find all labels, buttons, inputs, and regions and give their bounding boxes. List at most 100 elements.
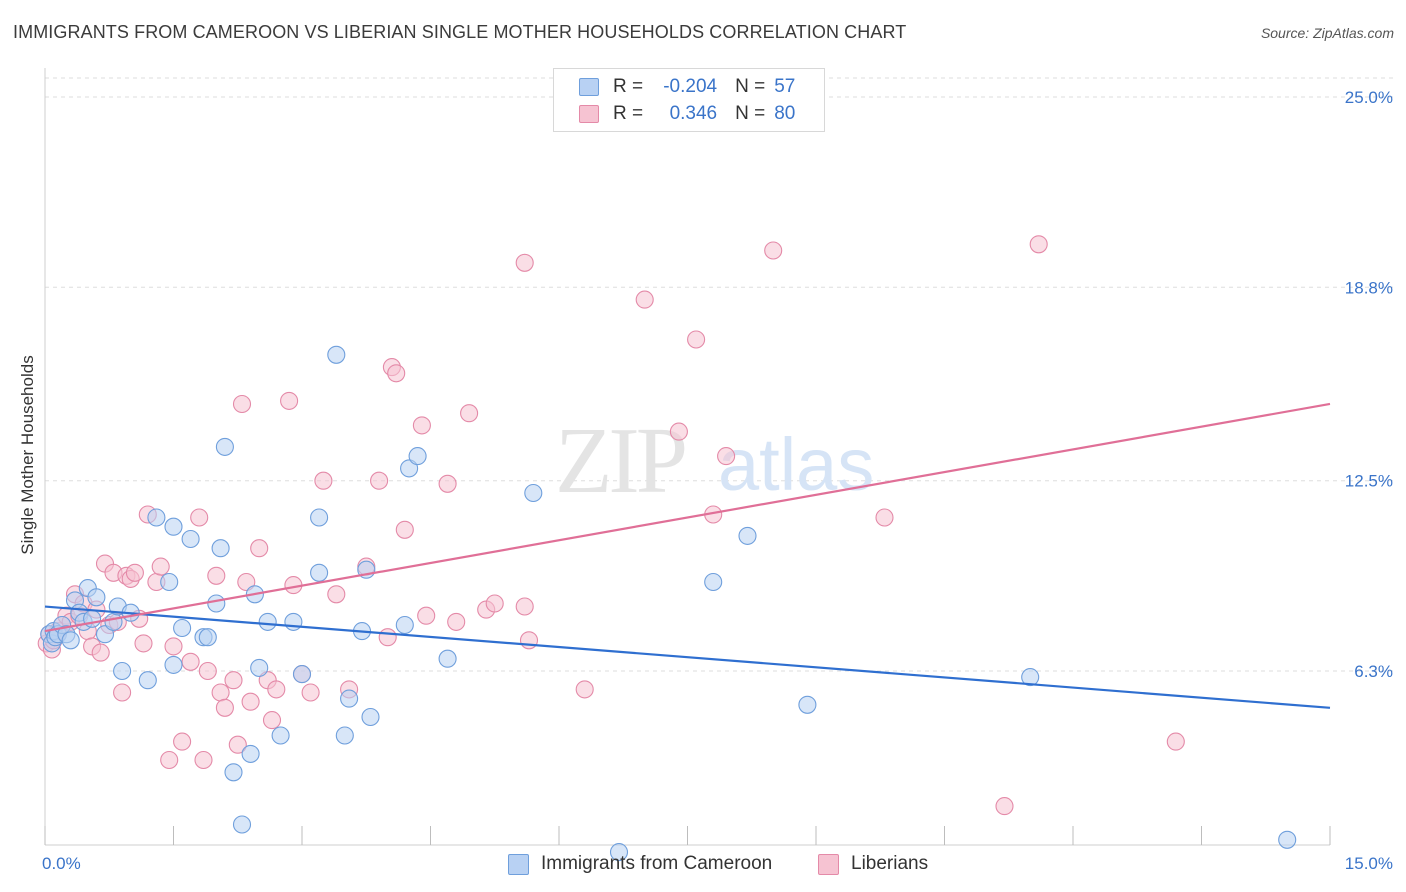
point-cameroon [335,726,354,745]
point-cameroon [438,649,457,668]
point-liberians [447,612,466,631]
trend-lines [44,402,1331,709]
point-liberians [198,661,217,681]
legend-label-cameroon: Immigrants from Cameroon [541,853,773,874]
point-liberians [134,634,153,653]
point-liberians [875,508,894,527]
point-cameroon [524,483,543,503]
point-cameroon [1021,668,1040,687]
point-cameroon [181,529,200,549]
point-liberians [267,680,286,699]
point-liberians [125,563,144,582]
point-liberians [378,628,397,647]
point-liberians [262,711,282,730]
legend-r-value: -0.204 [663,76,718,97]
legend-row-cameroon: R = -0.204 N = 57 [579,75,795,99]
point-liberians [515,253,534,272]
point-cameroon [164,517,183,536]
point-cameroon [798,695,817,714]
point-liberians [113,683,132,702]
x-tick-label: 0.0% [42,854,81,873]
point-liberians [190,508,209,527]
point-liberians [635,290,654,309]
point-liberians [280,391,299,410]
y-tick-label: 25.0% [1345,88,1393,107]
point-cameroon [138,671,157,690]
point-cameroon [340,689,359,708]
point-cameroon [395,615,414,635]
point-cameroon [1278,830,1297,849]
legend-r-label: R = [613,76,644,97]
point-cameroon [310,508,329,527]
tick-labels: 6.3% 12.5% 18.8% 25.0% 0.0% 15.0% [42,88,1393,873]
point-cameroon [211,539,230,558]
point-liberians [237,572,256,592]
point-cameroon [207,594,226,613]
watermark: ZIP atlas [555,409,874,513]
legend-row-liberians: R = 0.346 N = 80 [579,102,795,126]
legend-r-label: R = [613,103,644,124]
point-cameroon [292,665,312,684]
point-cameroon [408,447,427,466]
legend-item-liberians: Liberians [818,852,928,876]
point-cameroon [232,815,252,834]
legend-r-value: 0.346 [669,103,718,124]
point-liberians [91,643,110,662]
point-liberians [395,520,414,539]
point-cameroon [361,707,380,727]
legend-swatch-pink [818,853,839,875]
point-cameroon [147,508,166,527]
point-liberians [438,474,457,493]
point-liberians [387,364,406,383]
point-liberians [370,471,389,490]
point-liberians [327,585,346,604]
point-liberians [575,680,594,699]
point-liberians [232,394,252,414]
point-cameroon [113,661,132,681]
point-cameroon [87,588,106,607]
point-cameroon [738,526,757,545]
point-liberians [211,683,230,702]
point-liberians [515,597,534,616]
point-cameroon [310,563,329,582]
axes [44,68,1331,846]
legend-n-value: 57 [774,76,796,97]
point-liberians [412,416,431,435]
point-cameroon [609,843,629,862]
point-cameroon [215,437,234,456]
trend-line-liberians [44,402,1331,633]
legend-swatch-blue [508,853,529,875]
point-cameroon [327,345,346,364]
point-cameroon [284,612,303,631]
point-liberians [228,735,247,754]
legend-swatch-pink [579,105,599,123]
point-liberians [241,692,260,711]
point-cameroon [258,612,277,631]
chart-title: IMMIGRANTS FROM CAMEROON VS LIBERIAN SIN… [13,22,907,42]
point-liberians [1166,732,1185,751]
point-liberians [301,683,320,702]
source-label: Source: ZipAtlas.com [1260,25,1394,41]
point-liberians [207,566,226,585]
point-liberians [181,652,200,671]
y-tick-label: 18.8% [1345,278,1393,297]
point-liberians [717,447,736,466]
legend-n-label: N = [735,76,766,97]
point-liberians [764,241,783,260]
point-liberians [485,594,504,613]
point-cameroon [164,655,183,674]
legend-n-value: 80 [774,103,796,124]
point-cameroon [173,618,192,638]
point-cameroon [224,763,243,782]
point-liberians [164,637,183,656]
point-cameroon [271,726,290,745]
point-liberians [215,698,234,717]
legend-item-cameroon: Immigrants from Cameroon [508,852,772,876]
point-cameroon [104,612,123,631]
point-cameroon [61,631,80,650]
point-liberians [687,330,706,349]
point-liberians [194,750,213,770]
point-liberians [669,422,688,441]
point-liberians [250,539,269,558]
